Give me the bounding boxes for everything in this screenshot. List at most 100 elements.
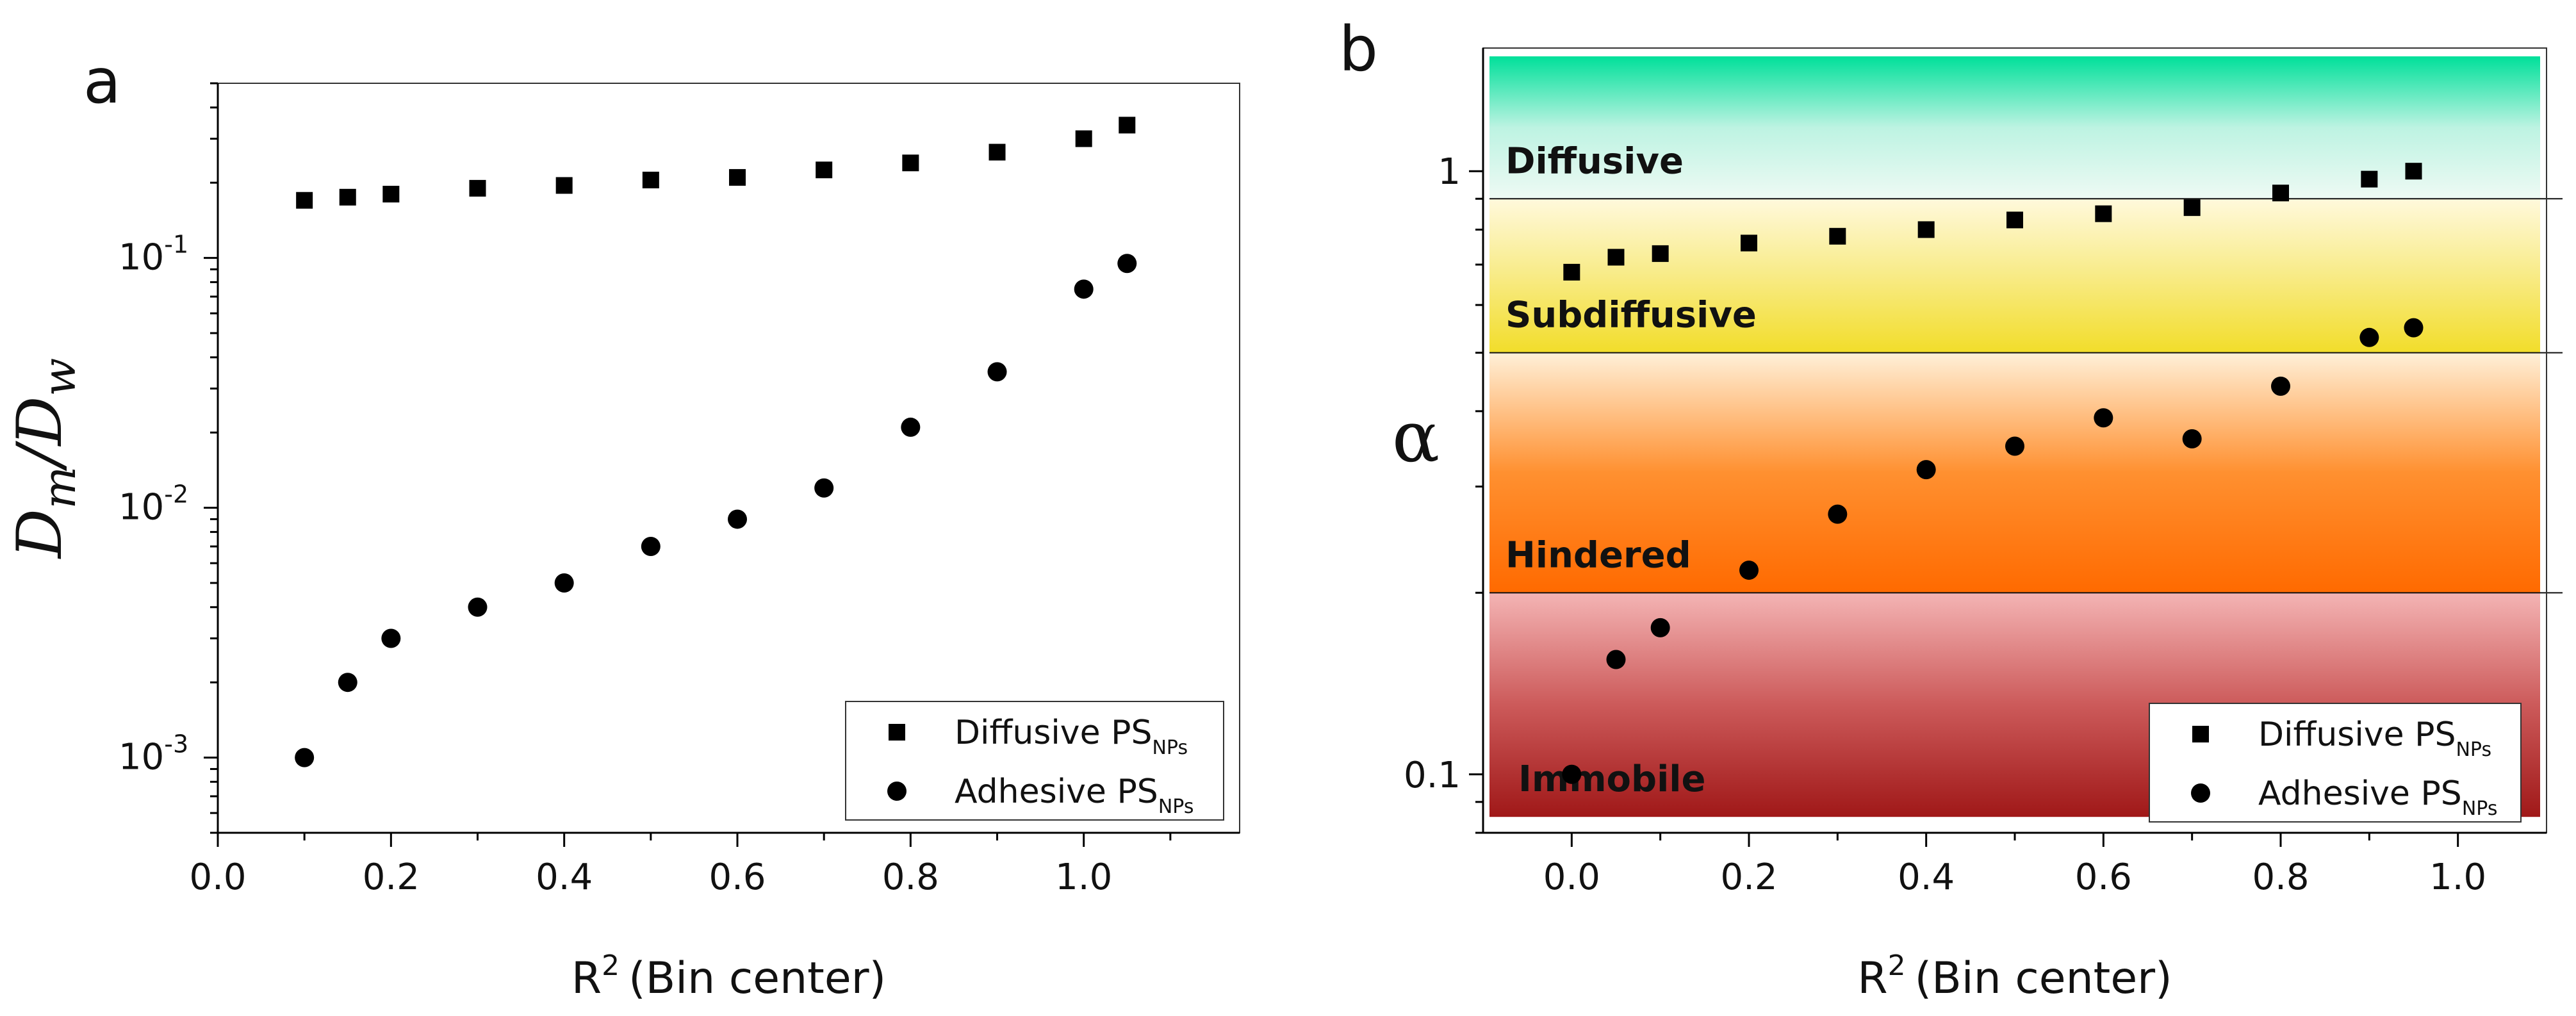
region-label: Immobile bbox=[1518, 758, 1705, 800]
data-point-adhesive bbox=[2182, 429, 2202, 448]
data-point-adhesive bbox=[2094, 408, 2113, 428]
x-tick-label: 0.2 bbox=[363, 856, 420, 898]
legend-label-sub: NPs bbox=[2456, 739, 2491, 761]
x-axis-title-base: R bbox=[1857, 953, 1887, 1004]
x-axis-title-suffix: (Bin center) bbox=[628, 953, 886, 1004]
data-point-adhesive bbox=[1562, 764, 1582, 784]
data-point-diffusive bbox=[1917, 221, 1935, 238]
data-point-diffusive bbox=[382, 186, 400, 203]
x-axis-title-sup: 2 bbox=[1888, 949, 1906, 982]
data-point-adhesive bbox=[1739, 561, 1759, 580]
x-tick-label: 0.2 bbox=[1720, 856, 1777, 898]
data-point-adhesive bbox=[2005, 436, 2024, 456]
data-point-adhesive bbox=[1606, 650, 1626, 669]
panel-letter: b bbox=[1339, 13, 1378, 85]
legend-label-sub: NPs bbox=[1158, 796, 1194, 818]
y-tick-base: 10 bbox=[119, 487, 164, 528]
legend-marker bbox=[887, 782, 907, 801]
data-point-adhesive bbox=[338, 673, 357, 692]
data-point-diffusive bbox=[555, 177, 573, 194]
x-axis-title-sup: 2 bbox=[602, 949, 619, 982]
legend-label-name: Diffusive PS bbox=[955, 714, 1152, 752]
panel-letter: a bbox=[83, 45, 121, 117]
y-tick-exp: -3 bbox=[164, 730, 188, 758]
data-point-diffusive bbox=[1829, 227, 1846, 245]
data-point-adhesive bbox=[468, 597, 488, 617]
data-point-diffusive bbox=[2183, 199, 2201, 217]
legend-box bbox=[2149, 703, 2522, 823]
data-point-diffusive bbox=[1119, 117, 1136, 134]
x-tick-label: 0.8 bbox=[2252, 856, 2309, 898]
data-point-adhesive bbox=[728, 509, 748, 529]
data-point-adhesive bbox=[987, 362, 1007, 382]
y-axis-title-slash: /D bbox=[4, 397, 76, 471]
data-point-adhesive bbox=[641, 537, 660, 557]
y-tick-label: 0.1 bbox=[1404, 755, 1461, 796]
region-label: Diffusive bbox=[1505, 140, 1684, 182]
legend-marker bbox=[889, 724, 905, 741]
x-tick-label: 1.0 bbox=[1055, 856, 1112, 898]
legend-box bbox=[845, 701, 1224, 821]
data-point-adhesive bbox=[1074, 279, 1094, 299]
x-tick-label: 0.4 bbox=[1898, 856, 1955, 898]
y-axis-title-base: D bbox=[4, 509, 76, 559]
data-point-diffusive bbox=[989, 143, 1006, 161]
legend-label-name: Diffusive PS bbox=[2258, 716, 2456, 754]
data-point-adhesive bbox=[2404, 318, 2424, 338]
legend-label: Adhesive PSNPs bbox=[2258, 774, 2497, 820]
legend-label: Adhesive PSNPs bbox=[955, 773, 1194, 818]
y-tick-label: 10-3 bbox=[119, 730, 188, 778]
legend-marker bbox=[2191, 783, 2210, 803]
data-point-adhesive bbox=[2271, 376, 2290, 396]
legend-label: Diffusive PSNPs bbox=[955, 714, 1188, 759]
legend-label: Diffusive PSNPs bbox=[2258, 716, 2491, 761]
x-axis-title: R2 (Bin center) bbox=[1857, 949, 2172, 1004]
data-point-diffusive bbox=[2095, 205, 2112, 222]
x-tick-label: 0.0 bbox=[1543, 856, 1600, 898]
x-axis-title-base: R bbox=[571, 953, 602, 1004]
data-point-diffusive bbox=[1607, 249, 1625, 266]
panel-a: a10-310-210-1Dm/Dw0.0 0.2 0.4 0.6 0.8 1.0R2 (B… bbox=[4, 45, 1240, 1004]
y-tick-exp: -2 bbox=[164, 480, 188, 509]
data-point-diffusive bbox=[1075, 130, 1092, 147]
data-point-diffusive bbox=[2272, 184, 2289, 202]
data-point-diffusive bbox=[1741, 234, 1757, 252]
data-point-adhesive bbox=[381, 628, 401, 648]
data-point-adhesive bbox=[295, 748, 315, 767]
y-axis-title: Dm/Dw bbox=[4, 358, 86, 560]
data-point-adhesive bbox=[814, 478, 834, 498]
data-point-diffusive bbox=[902, 154, 919, 172]
y-tick-exp: -1 bbox=[164, 231, 188, 259]
x-axis-title: R2 (Bin center) bbox=[571, 949, 886, 1004]
x-tick-label: 0.6 bbox=[709, 856, 766, 898]
region-label: Hindered bbox=[1505, 534, 1691, 576]
y-tick-label: 10-2 bbox=[119, 480, 188, 528]
x-tick-label: 0.0 bbox=[189, 856, 246, 898]
x-axis-title-suffix: (Bin center) bbox=[1915, 953, 2172, 1004]
region-label: Subdiffusive bbox=[1505, 295, 1757, 336]
x-tick-label: 0.8 bbox=[882, 856, 939, 898]
data-point-diffusive bbox=[816, 161, 833, 179]
y-axis-title-sub1: m bbox=[33, 466, 86, 509]
legend-label-name: Adhesive PS bbox=[955, 773, 1158, 811]
y-tick-label: 10-1 bbox=[119, 231, 188, 279]
legend-label-name: Adhesive PS bbox=[2258, 774, 2462, 813]
data-point-adhesive bbox=[1650, 618, 1670, 637]
data-point-diffusive bbox=[642, 172, 659, 189]
data-point-diffusive bbox=[2006, 211, 2023, 229]
data-point-diffusive bbox=[1652, 245, 1669, 262]
data-point-diffusive bbox=[296, 192, 313, 209]
data-point-adhesive bbox=[1117, 254, 1137, 274]
data-point-adhesive bbox=[1916, 460, 1936, 480]
panel-b: b Diffusive Subdiffusive Hindered Immobile 0.… bbox=[1339, 13, 2563, 1004]
data-point-diffusive bbox=[2361, 170, 2378, 188]
y-axis-title-sub2: w bbox=[33, 358, 86, 397]
data-point-diffusive bbox=[1563, 263, 1580, 281]
data-point-diffusive bbox=[469, 179, 486, 197]
x-tick-label: 0.4 bbox=[536, 856, 593, 898]
x-tick-label: 1.0 bbox=[2429, 856, 2486, 898]
data-point-adhesive bbox=[2359, 327, 2379, 347]
data-point-adhesive bbox=[901, 417, 921, 437]
y-tick-label: 1 bbox=[1438, 151, 1461, 193]
